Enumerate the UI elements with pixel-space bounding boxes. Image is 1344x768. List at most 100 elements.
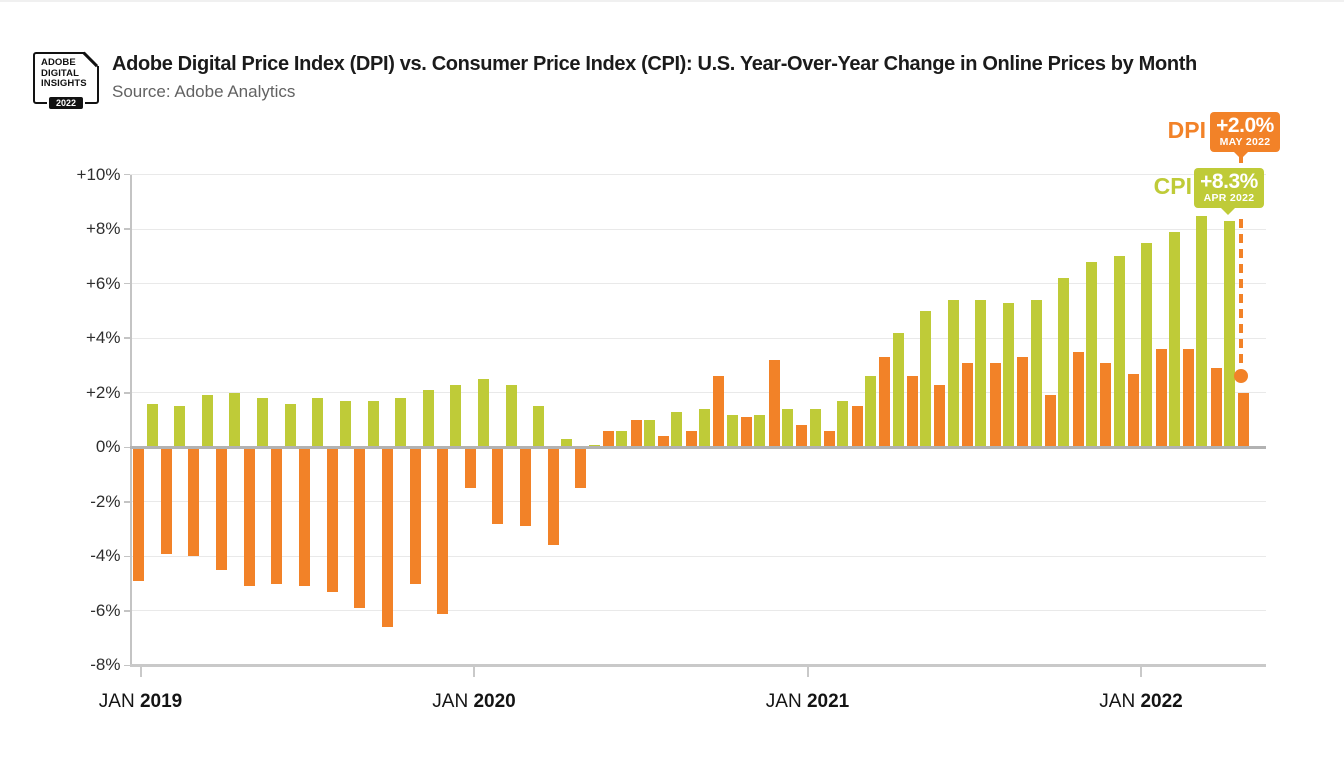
dpi-bar: [685, 430, 697, 448]
x-axis-year-tick: [1140, 666, 1142, 678]
cpi-bar: [616, 430, 628, 448]
dpi-bar: [160, 447, 172, 554]
cpi-bar: [560, 439, 572, 448]
x-axis-line: [129, 664, 1266, 667]
cpi-bar: [754, 414, 766, 448]
dpi-pointer-dash-lower: [1239, 219, 1243, 368]
cpi-callout-date: APR 2022: [1203, 192, 1255, 204]
cpi-series-label: CPI: [1153, 173, 1192, 199]
y-axis-label: +2%: [86, 382, 121, 402]
page-top-edge: [0, 0, 1344, 2]
dpi-callout-value: +2.0%: [1216, 114, 1274, 137]
dpi-bar: [906, 376, 918, 448]
x-label-month: JAN: [1099, 691, 1141, 712]
dpi-bar: [492, 447, 504, 524]
cpi-bar: [781, 409, 793, 448]
y-axis-tick: [123, 610, 130, 612]
cpi-bar: [1058, 278, 1070, 448]
dpi-callout-tail: [1233, 151, 1249, 167]
dpi-bar: [602, 430, 614, 448]
cpi-bar: [1224, 220, 1236, 448]
dpi-bar: [216, 447, 228, 570]
cpi-bar: [892, 332, 904, 448]
y-axis-label: -6%: [90, 600, 121, 620]
dpi-bar: [1100, 362, 1112, 448]
y-axis-label: +10%: [76, 164, 121, 184]
y-axis-label: 0%: [95, 437, 121, 457]
dpi-bar: [1183, 349, 1195, 448]
dpi-bar: [1072, 351, 1084, 448]
logo-text: ADOBE DIGITAL INSIGHTS: [41, 57, 87, 90]
y-axis-label: +6%: [86, 273, 121, 293]
y-axis-tick: [123, 337, 130, 339]
cpi-bar: [284, 403, 296, 448]
gridline--2%: [130, 501, 1266, 503]
dpi-bar: [934, 384, 946, 448]
dpi-callout-date: MAY 2022: [1219, 136, 1271, 148]
dpi-bar: [133, 447, 145, 581]
cpi-bar: [339, 400, 351, 448]
cpi-bar: [395, 398, 407, 448]
gridline-+6%: [130, 283, 1266, 285]
logo-line-2: DIGITAL: [41, 67, 79, 79]
dpi-bar: [989, 362, 1001, 448]
dpi-bar: [796, 425, 808, 448]
cpi-bar: [920, 310, 932, 448]
cpi-bar: [975, 300, 987, 448]
cpi-bar: [201, 395, 213, 448]
cpi-bar: [864, 376, 876, 448]
cpi-bar: [947, 300, 959, 448]
x-axis-year-tick: [473, 666, 475, 678]
y-axis-label: +4%: [86, 328, 121, 348]
x-axis-label: JAN 2020: [432, 691, 515, 713]
x-axis-label: JAN 2022: [1099, 691, 1182, 713]
dpi-pointer-dot: [1234, 369, 1248, 383]
page-title: Adobe Digital Price Index (DPI) vs. Cons…: [112, 53, 1197, 75]
dpi-bar: [188, 447, 200, 557]
cpi-bar: [146, 403, 158, 448]
y-axis-tick: [123, 446, 130, 449]
dpi-bar: [1155, 349, 1167, 448]
y-axis-label: -2%: [90, 491, 121, 511]
dpi-bar: [630, 420, 642, 448]
gridline--6%: [130, 610, 1266, 612]
cpi-bar: [533, 406, 545, 448]
gridline--4%: [130, 555, 1266, 557]
cpi-bar: [1141, 242, 1153, 448]
adobe-digital-insights-logo: ADOBE DIGITAL INSIGHTS 2022: [33, 51, 100, 109]
x-label-year: 2020: [473, 691, 516, 712]
gridline-+10%: [130, 174, 1266, 176]
dpi-bar: [381, 447, 393, 628]
zero-axis-line: [130, 445, 1266, 449]
y-axis-tick: [123, 555, 130, 558]
x-axis-label: JAN 2021: [766, 691, 849, 713]
cpi-bar: [367, 400, 379, 448]
cpi-bar: [1168, 231, 1180, 448]
x-label-year: 2021: [806, 691, 850, 712]
x-label-month: JAN: [98, 691, 140, 712]
source-caption: Source: Adobe Analytics: [112, 82, 296, 101]
dpi-bar: [464, 447, 476, 489]
cpi-bar: [450, 384, 462, 448]
dpi-bar: [354, 447, 366, 609]
x-label-year: 2022: [1140, 691, 1183, 712]
gridline-+2%: [130, 392, 1266, 394]
y-axis-label: -8%: [90, 655, 121, 675]
cpi-bar: [671, 411, 683, 448]
cpi-bar: [726, 414, 738, 448]
cpi-bar: [1003, 302, 1015, 448]
dpi-bar: [437, 447, 449, 614]
y-axis-label: -4%: [90, 546, 121, 566]
dpi-bar: [1238, 392, 1250, 448]
cpi-bar: [312, 398, 324, 448]
dpi-bar: [1210, 368, 1222, 448]
dpi-callout-box: +2.0% MAY 2022: [1210, 112, 1280, 159]
dpi-bar: [962, 362, 974, 448]
dpi-bar: [243, 447, 255, 587]
dpi-bar: [741, 417, 753, 448]
dpi-bar: [575, 447, 587, 489]
y-axis-tick: [123, 173, 130, 176]
dpi-bar: [879, 357, 891, 448]
dpi-bar: [823, 430, 835, 448]
